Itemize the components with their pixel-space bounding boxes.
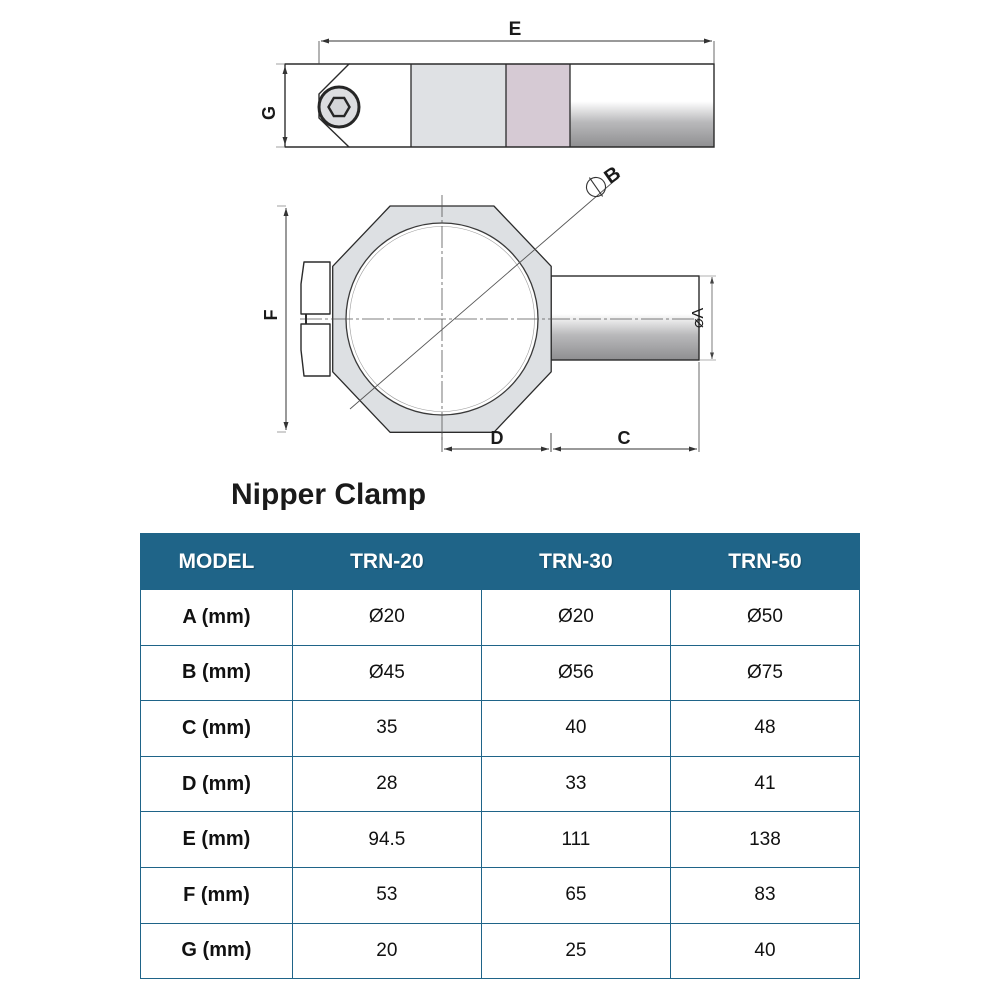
- svg-text:G: G: [259, 106, 279, 120]
- svg-text:C: C: [618, 428, 631, 448]
- svg-text:F: F: [261, 310, 281, 321]
- svg-text:⌀A: ⌀A: [690, 308, 707, 329]
- svg-text:E: E: [509, 19, 522, 40]
- svg-text:B: B: [600, 162, 624, 188]
- svg-text:D: D: [491, 428, 504, 448]
